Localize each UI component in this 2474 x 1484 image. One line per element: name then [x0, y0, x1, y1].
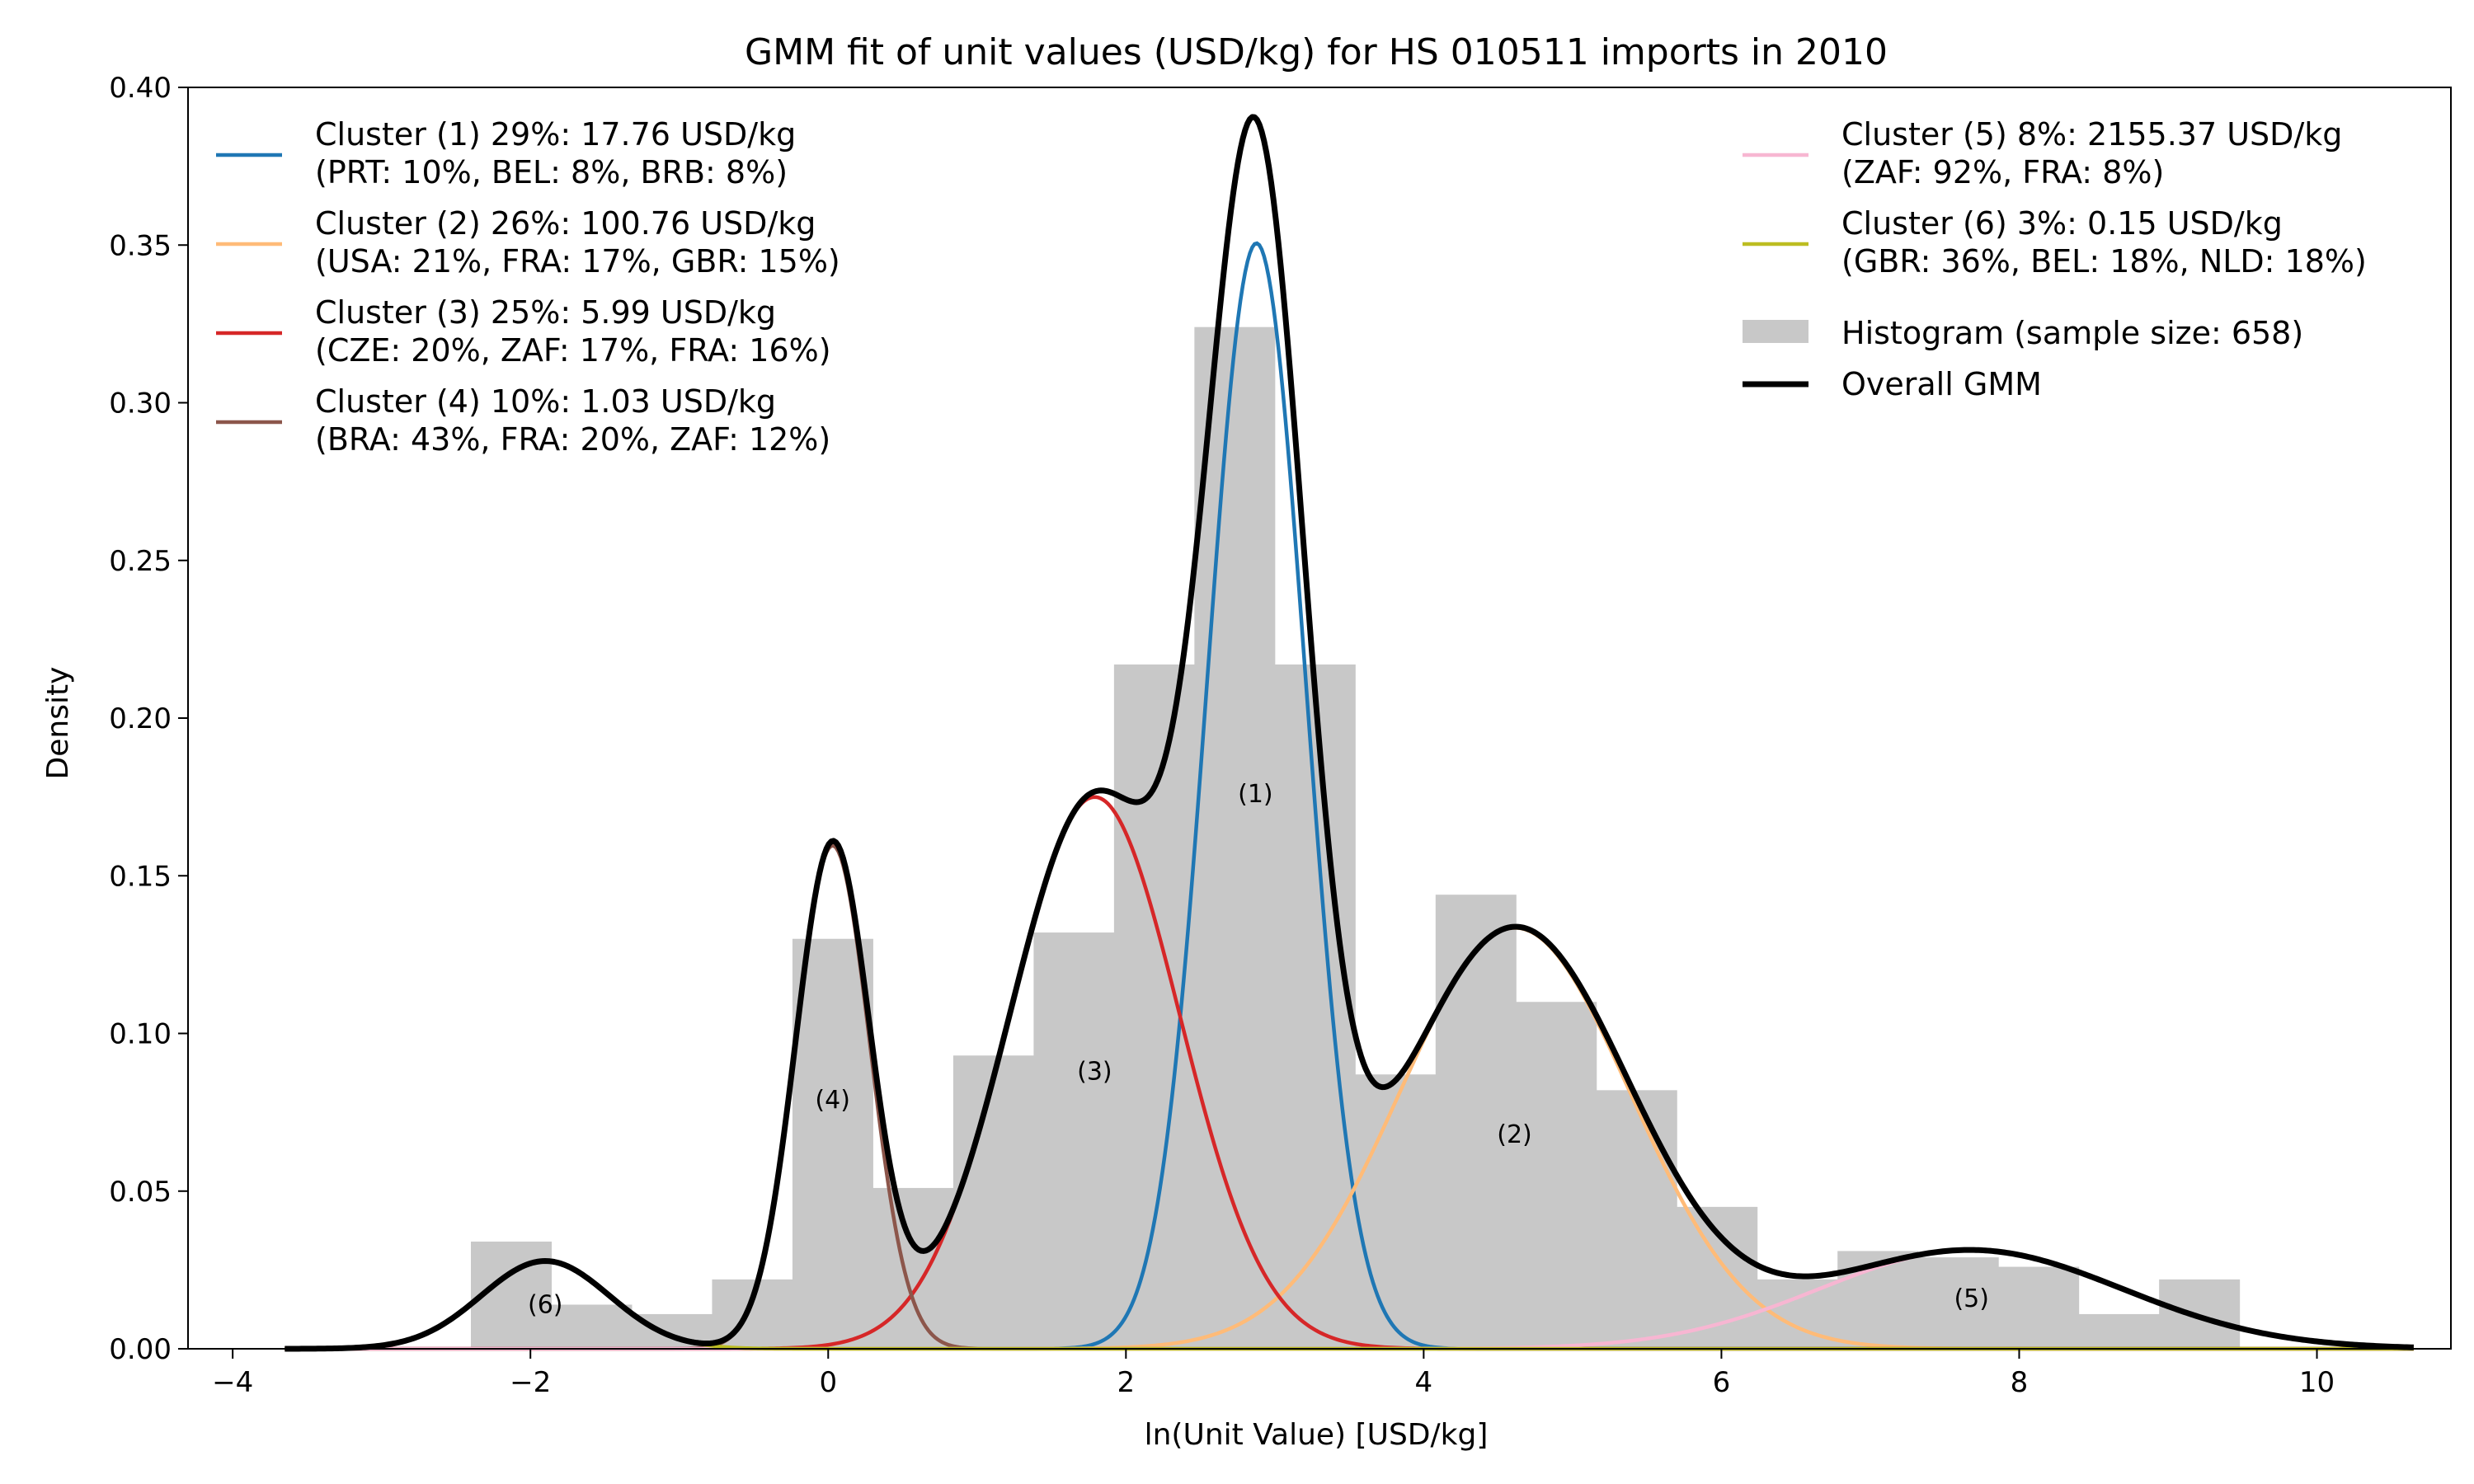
- x-tick-label-1: −2: [510, 1366, 551, 1399]
- y-tick-label-1: 0.05: [109, 1176, 172, 1209]
- legend-sublabel-c5: (ZAF: 92%, FRA: 8%): [1841, 154, 2164, 190]
- x-axis-title: ln(Unit Value) [USD/kg]: [1145, 1418, 1489, 1452]
- legend-left: Cluster (1) 29%: 17.76 USD/kg(PRT: 10%, …: [216, 116, 840, 458]
- cluster-label-c6: (6): [528, 1290, 563, 1319]
- y-axis-ticks: 0.00 0.05 0.10 0.15 0.20 0.25 0.30 0.35 0.40: [109, 72, 188, 1366]
- histogram-bar-16: [1677, 1206, 1758, 1349]
- y-tick-label-7: 0.35: [109, 229, 172, 262]
- legend-label-c1: Cluster (1) 29%: 17.76 USD/kg: [315, 116, 796, 153]
- y-tick-label-5: 0.25: [109, 545, 172, 578]
- y-tick-label-8: 0.40: [109, 72, 172, 105]
- legend-label-c3: Cluster (3) 25%: 5.99 USD/kg: [315, 294, 776, 331]
- histogram-bar-15: [1596, 1090, 1677, 1349]
- histogram-bars: [471, 326, 2241, 1350]
- legend-label-overall: Overall GMM: [1841, 366, 2042, 402]
- y-tick-label-4: 0.20: [109, 702, 172, 735]
- x-tick-label-3: 2: [1117, 1366, 1135, 1399]
- legend-sublabel-c2: (USA: 21%, FRA: 17%, GBR: 15%): [315, 243, 840, 279]
- x-tick-label-5: 6: [1713, 1366, 1731, 1399]
- histogram-bar-19: [1917, 1257, 1999, 1349]
- x-tick-label-4: 4: [1415, 1366, 1433, 1399]
- legend-sublabel-c3: (CZE: 20%, ZAF: 17%, FRA: 16%): [315, 332, 831, 369]
- cluster-label-c3: (3): [1077, 1057, 1112, 1086]
- legend-swatch-histogram: [1743, 320, 1808, 343]
- histogram-bar-12: [1355, 1074, 1437, 1349]
- histogram-bar-2: [551, 1304, 633, 1349]
- y-tick-label-0: 0.00: [109, 1333, 172, 1366]
- x-tick-label-6: 8: [2011, 1366, 2029, 1399]
- legend-label-c6: Cluster (6) 3%: 0.15 USD/kg: [1841, 205, 2283, 242]
- y-tick-label-2: 0.10: [109, 1018, 172, 1051]
- legend-sublabel-c1: (PRT: 10%, BEL: 8%, BRB: 8%): [315, 154, 788, 190]
- legend-label-c4: Cluster (4) 10%: 1.03 USD/kg: [315, 383, 776, 420]
- x-tick-label-0: −4: [212, 1366, 253, 1399]
- histogram-bar-20: [1998, 1266, 2080, 1349]
- x-tick-label-7: 10: [2299, 1366, 2335, 1399]
- histogram-bar-7: [952, 1055, 1034, 1349]
- cluster-label-c2: (2): [1497, 1120, 1532, 1149]
- overall-gmm-line: [284, 114, 2415, 1352]
- legend-sublabel-c4: (BRA: 43%, FRA: 20%, ZAF: 12%): [315, 421, 830, 458]
- y-axis-title: Density: [41, 667, 75, 780]
- histogram-bar-11: [1274, 664, 1356, 1349]
- legend-sublabel-c6: (GBR: 36%, BEL: 18%, NLD: 18%): [1841, 243, 2367, 279]
- histogram-bar-21: [2078, 1313, 2160, 1349]
- cluster-label-c4: (4): [815, 1086, 850, 1115]
- legend-label-histogram: Histogram (sample size: 658): [1841, 315, 2303, 351]
- histogram-bar-13: [1435, 895, 1517, 1349]
- x-axis-ticks: −4 −2 0 2 4 6 8 10: [212, 1349, 2335, 1399]
- histogram-bar-8: [1033, 932, 1115, 1349]
- legend-label-c2: Cluster (2) 26%: 100.76 USD/kg: [315, 205, 816, 242]
- overall-gmm-curve: [284, 114, 2415, 1352]
- histogram-bar-14: [1516, 1002, 1597, 1349]
- y-tick-label-3: 0.15: [109, 860, 172, 893]
- cluster-labels: (1) (2) (3) (4) (5) (6): [528, 780, 1989, 1320]
- chart-title: GMM fit of unit values (USD/kg) for HS 0…: [745, 31, 1888, 73]
- x-tick-label-2: 0: [819, 1366, 837, 1399]
- y-tick-label-6: 0.30: [109, 387, 172, 420]
- histogram-bar-5: [792, 938, 873, 1349]
- legend-label-c5: Cluster (5) 8%: 2155.37 USD/kg: [1841, 116, 2342, 153]
- histogram-bar-10: [1194, 326, 1276, 1350]
- cluster-label-c1: (1): [1238, 780, 1273, 809]
- legend-right: Cluster (5) 8%: 2155.37 USD/kg(ZAF: 92%,…: [1743, 116, 2367, 402]
- cluster-label-c5: (5): [1954, 1284, 1989, 1313]
